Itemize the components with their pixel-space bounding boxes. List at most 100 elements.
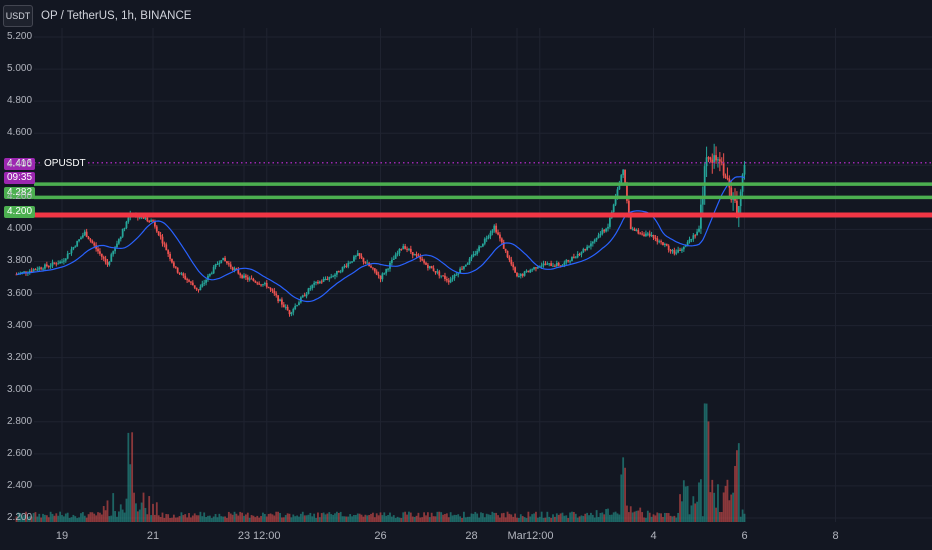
volume-bar <box>688 514 691 522</box>
volume-bar <box>34 512 37 522</box>
candle-body <box>296 305 298 307</box>
candle-body <box>281 299 283 305</box>
volume-bar <box>81 512 84 522</box>
volume-bar <box>717 484 719 522</box>
volume-bar <box>453 514 456 522</box>
candle-body <box>358 253 361 257</box>
volume-bar <box>720 511 723 522</box>
volume-bar <box>254 517 257 522</box>
candle-body <box>481 243 484 247</box>
volume-bar <box>694 503 697 522</box>
candle-body <box>737 206 740 218</box>
price-tick-label: 3.400 <box>7 319 33 331</box>
candle-body <box>440 275 443 277</box>
candle-body <box>461 268 463 270</box>
candle-body <box>445 278 448 281</box>
candle-body <box>512 264 515 268</box>
volume-bar <box>135 503 137 522</box>
volume-bar <box>487 514 490 522</box>
volume-bar <box>637 510 640 522</box>
candle-body <box>430 266 433 269</box>
volume-bar <box>610 514 613 522</box>
volume-bar <box>701 516 704 522</box>
volume-bar <box>235 513 238 522</box>
moving-average-line <box>16 176 745 303</box>
volume-bar <box>722 492 725 522</box>
candle-body <box>627 200 630 216</box>
candle-body <box>584 249 587 251</box>
volume-bar <box>347 516 350 522</box>
volume-bar <box>715 507 717 522</box>
volume-bar <box>250 515 253 522</box>
candle-body <box>271 289 274 291</box>
volume-bar <box>66 512 69 522</box>
candle-body <box>426 264 429 268</box>
candle-body <box>356 253 359 256</box>
candle-body <box>341 266 344 272</box>
volume-bar <box>552 514 554 522</box>
volume-bar <box>169 518 171 522</box>
volume-bar <box>580 515 583 522</box>
volume-bar <box>389 512 391 522</box>
volume-bar <box>707 421 710 522</box>
candle-body <box>459 268 462 274</box>
candle-body <box>463 266 465 269</box>
volume-bar <box>690 505 693 522</box>
candle-body <box>83 231 86 236</box>
volume-bar <box>709 492 712 522</box>
candle-body <box>288 310 291 315</box>
candle-body <box>679 249 681 251</box>
volume-bar <box>26 516 29 522</box>
volume-bar <box>529 516 532 522</box>
currency-button[interactable]: USDT <box>3 5 33 27</box>
volume-bar <box>616 513 619 522</box>
candle-body <box>28 270 31 273</box>
volume-bar <box>326 513 329 522</box>
candle-body <box>167 250 170 254</box>
volume-bar <box>123 512 126 522</box>
volume-bar <box>567 518 570 522</box>
volume-bar <box>191 515 194 522</box>
candle-body <box>417 255 420 257</box>
candle-body <box>451 278 454 280</box>
volume-bar <box>544 517 547 522</box>
volume-bar <box>269 513 272 522</box>
candle-body <box>669 249 672 252</box>
candle-body <box>569 261 571 263</box>
volume-bar <box>184 514 187 522</box>
candle-body <box>428 266 431 268</box>
candle-body <box>303 295 306 297</box>
volume-bar <box>42 513 44 522</box>
candle-body <box>326 278 329 280</box>
symbol-title[interactable]: OP / TetherUS, 1h, BINANCE <box>41 10 192 22</box>
candle-body <box>269 287 272 290</box>
volume-bar <box>588 515 590 522</box>
candle-body <box>485 238 488 240</box>
volume-bar <box>396 516 399 522</box>
candle-body <box>387 268 389 270</box>
candle-body <box>453 274 456 279</box>
volume-bar <box>436 511 439 522</box>
candle-body <box>709 157 712 160</box>
candle-body <box>150 220 153 222</box>
volume-bar <box>229 513 232 522</box>
volume-bar <box>571 511 573 522</box>
time-tick-label: 8 <box>832 530 839 542</box>
volume-bar <box>330 514 333 522</box>
volume-bar <box>660 513 662 522</box>
candle-body <box>250 278 253 280</box>
candle-body <box>25 271 27 273</box>
volume-bar <box>550 517 553 522</box>
volume-bar <box>652 514 655 522</box>
volume-bar <box>47 517 50 522</box>
volume-bar <box>574 513 577 522</box>
volume-bar <box>398 517 401 522</box>
candle-body <box>81 235 84 238</box>
volume-bar <box>455 514 458 522</box>
candle-body <box>536 267 539 269</box>
candle-body <box>612 204 615 213</box>
volume-bar <box>627 512 630 522</box>
volume-bar <box>468 516 471 522</box>
candle-body <box>334 274 336 277</box>
